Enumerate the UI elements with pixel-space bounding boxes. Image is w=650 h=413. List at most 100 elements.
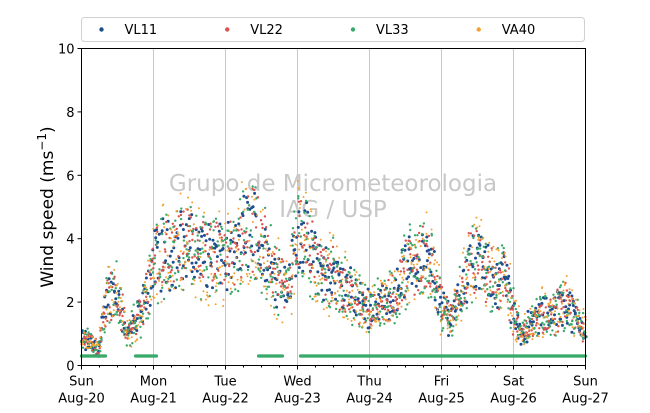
data-point	[135, 329, 139, 332]
data-point	[234, 256, 237, 259]
data-point	[364, 319, 368, 322]
data-point	[480, 277, 483, 280]
data-point	[169, 237, 172, 240]
data-point	[417, 260, 420, 263]
data-point	[286, 286, 289, 289]
data-point	[358, 274, 361, 277]
data-point	[528, 328, 531, 331]
data-point	[190, 282, 194, 286]
data-point	[288, 266, 292, 269]
data-point	[554, 334, 557, 337]
data-point	[309, 271, 312, 274]
data-point	[467, 234, 470, 237]
data-point	[200, 234, 204, 238]
data-point	[453, 305, 457, 308]
data-point	[148, 269, 151, 272]
data-point	[228, 249, 232, 253]
data-point	[199, 226, 202, 229]
data-point	[128, 322, 131, 325]
data-point	[549, 298, 552, 301]
legend: VL11 VL22 VL33 VA40	[81, 17, 585, 42]
data-point	[200, 273, 203, 277]
data-point	[248, 233, 252, 237]
data-point	[455, 307, 458, 310]
data-point	[296, 180, 299, 183]
data-point	[242, 249, 245, 252]
data-point	[285, 279, 289, 283]
data-point	[438, 276, 441, 279]
data-point	[266, 249, 269, 252]
data-point	[409, 253, 412, 256]
data-point	[313, 231, 317, 235]
data-point	[345, 314, 348, 318]
data-point	[364, 310, 367, 313]
data-point	[331, 236, 335, 239]
data-point	[268, 280, 271, 283]
data-point	[388, 320, 391, 322]
data-point	[306, 210, 310, 214]
data-point	[378, 305, 381, 308]
data-point	[155, 228, 158, 232]
data-point	[252, 188, 256, 192]
data-point	[567, 295, 570, 299]
data-point	[166, 254, 169, 257]
data-point	[150, 268, 153, 271]
data-point	[377, 287, 380, 291]
data-point	[337, 273, 341, 277]
data-point	[560, 293, 564, 297]
data-point	[196, 234, 199, 237]
data-point	[369, 311, 372, 314]
data-point	[314, 295, 317, 297]
data-point	[229, 287, 232, 290]
data-point	[111, 282, 115, 286]
data-point	[562, 291, 565, 295]
data-point	[330, 293, 333, 297]
series-vl33-floor	[79, 354, 588, 358]
data-point	[124, 326, 127, 329]
data-point	[221, 282, 224, 285]
data-point	[179, 223, 182, 227]
legend-marker-va40	[476, 27, 481, 32]
data-point	[143, 281, 146, 284]
data-point	[260, 291, 263, 294]
data-point	[331, 268, 335, 272]
data-point	[141, 315, 144, 318]
data-point	[577, 315, 580, 318]
data-point	[351, 323, 354, 327]
data-point	[423, 287, 426, 290]
data-point	[114, 297, 118, 301]
data-point	[141, 312, 145, 315]
data-point	[137, 313, 140, 317]
data-point	[552, 293, 555, 296]
data-point	[224, 241, 228, 244]
data-point	[314, 292, 317, 296]
data-point	[311, 220, 314, 223]
data-point	[578, 311, 581, 315]
data-point	[350, 319, 353, 322]
data-point	[576, 320, 579, 322]
data-point	[379, 297, 382, 300]
data-point	[241, 214, 245, 218]
data-point	[393, 276, 396, 279]
data-point	[578, 317, 582, 320]
data-point	[464, 260, 467, 264]
data-point	[99, 336, 102, 339]
data-point	[427, 256, 430, 259]
data-point	[175, 258, 178, 261]
data-point	[571, 320, 574, 323]
data-point	[395, 267, 399, 271]
data-point	[341, 267, 345, 271]
data-point	[225, 272, 229, 275]
data-point	[471, 246, 473, 249]
data-point	[116, 282, 119, 285]
legend-marker-vl22	[225, 27, 230, 32]
data-point	[298, 207, 301, 209]
data-point	[197, 255, 200, 258]
data-point	[182, 210, 185, 213]
data-point	[354, 273, 357, 276]
data-point	[547, 314, 550, 317]
data-point	[183, 245, 186, 248]
data-point	[510, 296, 513, 299]
data-point	[389, 300, 392, 304]
data-point	[358, 278, 361, 281]
